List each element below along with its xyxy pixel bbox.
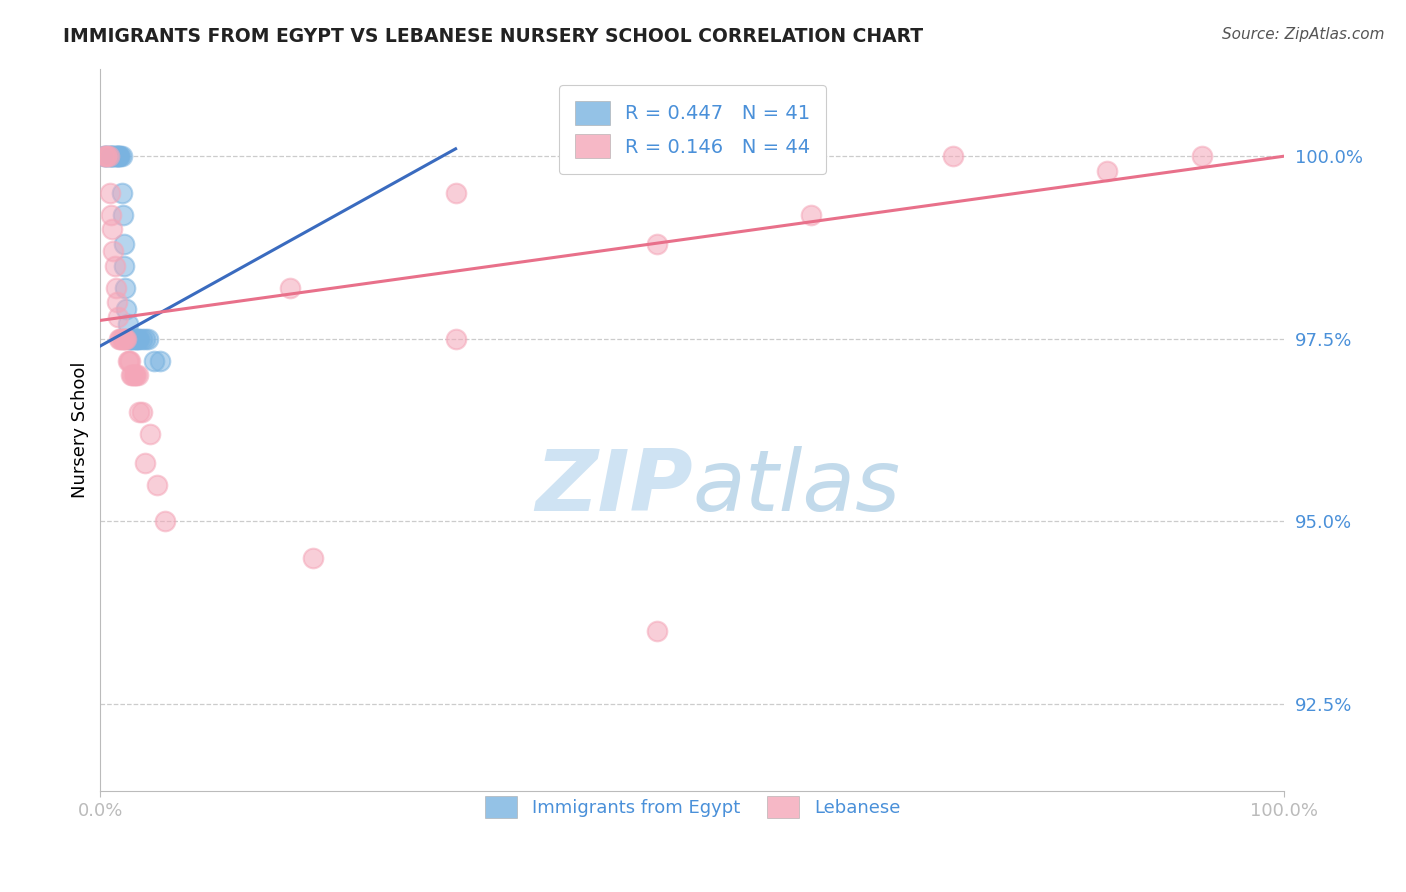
Point <box>115 332 138 346</box>
Point <box>302 550 325 565</box>
Text: atlas: atlas <box>692 446 900 529</box>
Point <box>776 149 799 163</box>
Point <box>128 332 150 346</box>
Point <box>112 259 135 273</box>
Point <box>1095 163 1118 178</box>
Point <box>125 332 148 346</box>
Point <box>117 317 139 331</box>
Point <box>444 332 467 346</box>
Point <box>112 332 135 346</box>
Point <box>124 368 146 383</box>
Point <box>104 280 127 294</box>
Point <box>101 222 124 236</box>
Point <box>114 332 136 346</box>
Point <box>139 426 162 441</box>
Point <box>121 332 143 346</box>
Point <box>110 332 132 346</box>
Point <box>128 404 150 418</box>
Point <box>100 149 122 163</box>
Point <box>97 149 120 163</box>
Point <box>278 280 301 294</box>
Point <box>645 624 668 638</box>
Point <box>118 353 141 368</box>
Point <box>121 368 143 383</box>
Point <box>96 149 118 163</box>
Y-axis label: Nursery School: Nursery School <box>72 361 89 498</box>
Point <box>125 332 148 346</box>
Point <box>127 368 149 383</box>
Point <box>107 310 129 324</box>
Point <box>118 353 141 368</box>
Point <box>120 368 142 383</box>
Point <box>103 259 125 273</box>
Point <box>105 149 128 163</box>
Point <box>800 208 823 222</box>
Point <box>117 353 139 368</box>
Point <box>111 186 134 200</box>
Point <box>105 295 128 310</box>
Point <box>93 149 115 163</box>
Point <box>98 149 121 163</box>
Point <box>122 332 145 346</box>
Point <box>118 332 141 346</box>
Point <box>94 149 117 163</box>
Point <box>148 353 170 368</box>
Point <box>645 149 668 163</box>
Text: IMMIGRANTS FROM EGYPT VS LEBANESE NURSERY SCHOOL CORRELATION CHART: IMMIGRANTS FROM EGYPT VS LEBANESE NURSER… <box>63 27 924 45</box>
Point <box>103 244 125 258</box>
Point <box>115 302 138 317</box>
Point <box>120 332 142 346</box>
Point <box>108 332 131 346</box>
Point <box>107 149 129 163</box>
Point <box>100 208 122 222</box>
Point <box>125 368 148 383</box>
Point <box>131 404 153 418</box>
Point <box>101 149 124 163</box>
Point <box>103 149 125 163</box>
Point <box>136 332 159 346</box>
Point <box>155 514 177 528</box>
Point <box>111 149 134 163</box>
Point <box>142 353 165 368</box>
Point <box>118 332 141 346</box>
Point <box>97 149 120 163</box>
Point <box>444 186 467 200</box>
Point <box>146 477 169 491</box>
Text: Source: ZipAtlas.com: Source: ZipAtlas.com <box>1222 27 1385 42</box>
Point <box>131 332 153 346</box>
Point <box>112 236 135 251</box>
Point <box>96 149 118 163</box>
Point <box>122 368 145 383</box>
Point <box>96 149 118 163</box>
Point <box>101 149 124 163</box>
Point <box>103 149 125 163</box>
Legend: Immigrants from Egypt, Lebanese: Immigrants from Egypt, Lebanese <box>478 789 907 826</box>
Text: ZIP: ZIP <box>534 446 692 529</box>
Point <box>1191 149 1213 163</box>
Point <box>111 208 134 222</box>
Point <box>98 186 121 200</box>
Point <box>134 456 156 470</box>
Point <box>111 332 134 346</box>
Point <box>645 236 668 251</box>
Point <box>111 332 134 346</box>
Point <box>110 149 132 163</box>
Point <box>108 149 131 163</box>
Point <box>93 149 115 163</box>
Point <box>942 149 965 163</box>
Point <box>127 332 149 346</box>
Point <box>104 149 127 163</box>
Point <box>134 332 156 346</box>
Point <box>107 149 129 163</box>
Point <box>114 280 136 294</box>
Point <box>96 149 118 163</box>
